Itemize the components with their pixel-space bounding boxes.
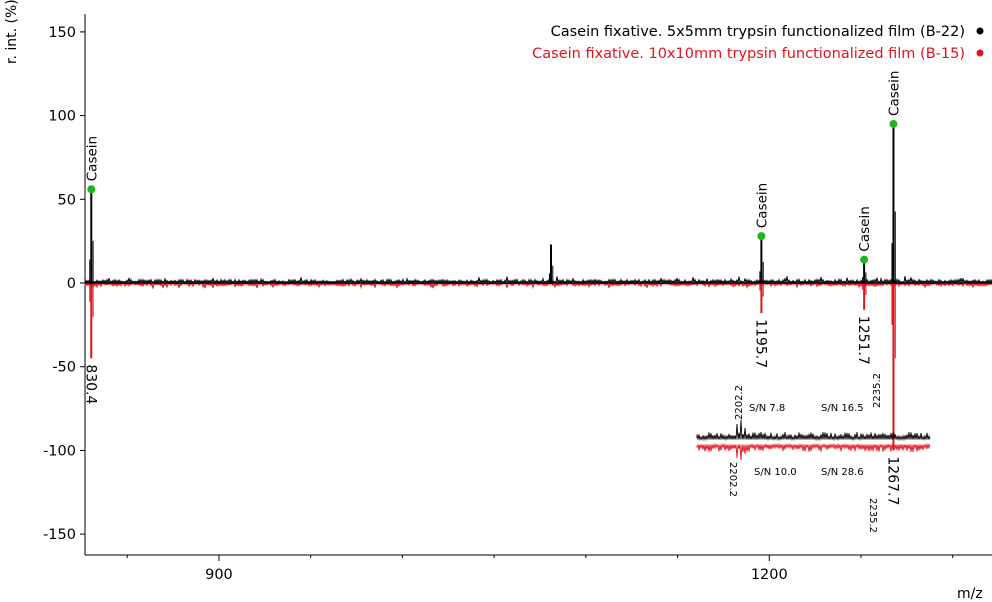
y-tick-label: 150 <box>48 25 76 41</box>
inset-top-peak-1: 2202.2 <box>734 385 745 420</box>
casein-label: Casein <box>857 206 873 251</box>
legend-entry-b22: Casein fixative. 5x5mm trypsin functiona… <box>551 24 965 40</box>
mz-label: 1195.7 <box>752 319 768 368</box>
mz-label: 1251.7 <box>855 316 871 365</box>
series-b22-peaks <box>89 123 896 283</box>
x-axis-ticks: 9001200150018002100 <box>126 555 954 583</box>
inset-bottom-peak-2: 2235.2 <box>867 498 878 533</box>
y-tick-label: -50 <box>52 360 76 376</box>
casein-label: Casein <box>84 136 100 181</box>
inset-black-trace <box>696 419 931 442</box>
noise-red-trace <box>84 281 992 290</box>
casein-label: Casein <box>886 71 902 116</box>
casein-label: Casein <box>754 183 770 228</box>
inset-sn-top-1: S/N 7.8 <box>749 403 785 414</box>
casein-marker <box>889 119 898 128</box>
mz-label: 1267.7 <box>884 456 900 505</box>
series-b15-peaks <box>89 283 896 451</box>
mz-value-labels: 830.41195.71251.71267.71337.71367.71384.… <box>82 316 900 506</box>
inset-sn-top-2: S/N 16.5 <box>821 403 864 414</box>
y-tick-label: 0 <box>67 276 76 292</box>
legend: Casein fixative. 5x5mm trypsin functiona… <box>532 24 984 62</box>
casein-marker <box>87 185 96 194</box>
y-axis-ticks: 150 100 50 0 -50 -100 -150 <box>43 25 85 543</box>
inset-bottom-peak-1: 2202.2 <box>727 462 738 497</box>
casein-marker <box>860 255 869 264</box>
legend-marker-b22 <box>976 27 984 35</box>
y-tick-label: 50 <box>58 192 76 208</box>
inset-top-peak-2: 2235.2 <box>872 373 883 408</box>
x-tick-label: 900 <box>205 567 233 583</box>
noise-black-trace <box>84 276 992 285</box>
mz-label: 830.4 <box>82 364 98 404</box>
inset-sn-bottom-1: S/N 10.0 <box>754 467 797 478</box>
y-tick-label: -100 <box>43 443 76 459</box>
casein-marker <box>757 232 766 241</box>
x-tick-label: 1200 <box>751 567 788 583</box>
x-axis-label: m/z <box>957 586 983 602</box>
inset-zoom: 2202.2 2235.2 S/N 7.8 S/N 16.5 2202.2 22… <box>696 373 931 533</box>
inset-sn-bottom-2: S/N 28.6 <box>821 467 864 478</box>
casein-annotations: CaseinCaseinCaseinCaseinCaseinCaseinCase… <box>84 71 902 264</box>
inset-red-trace <box>696 442 931 461</box>
y-tick-label: -150 <box>43 527 76 543</box>
legend-marker-b15 <box>976 49 984 57</box>
y-tick-label: 100 <box>48 109 76 125</box>
inset-traces <box>696 419 931 461</box>
legend-entry-b15: Casein fixative. 10x10mm trypsin functio… <box>532 46 965 62</box>
y-axis-label: r. int. (%) <box>4 0 20 64</box>
